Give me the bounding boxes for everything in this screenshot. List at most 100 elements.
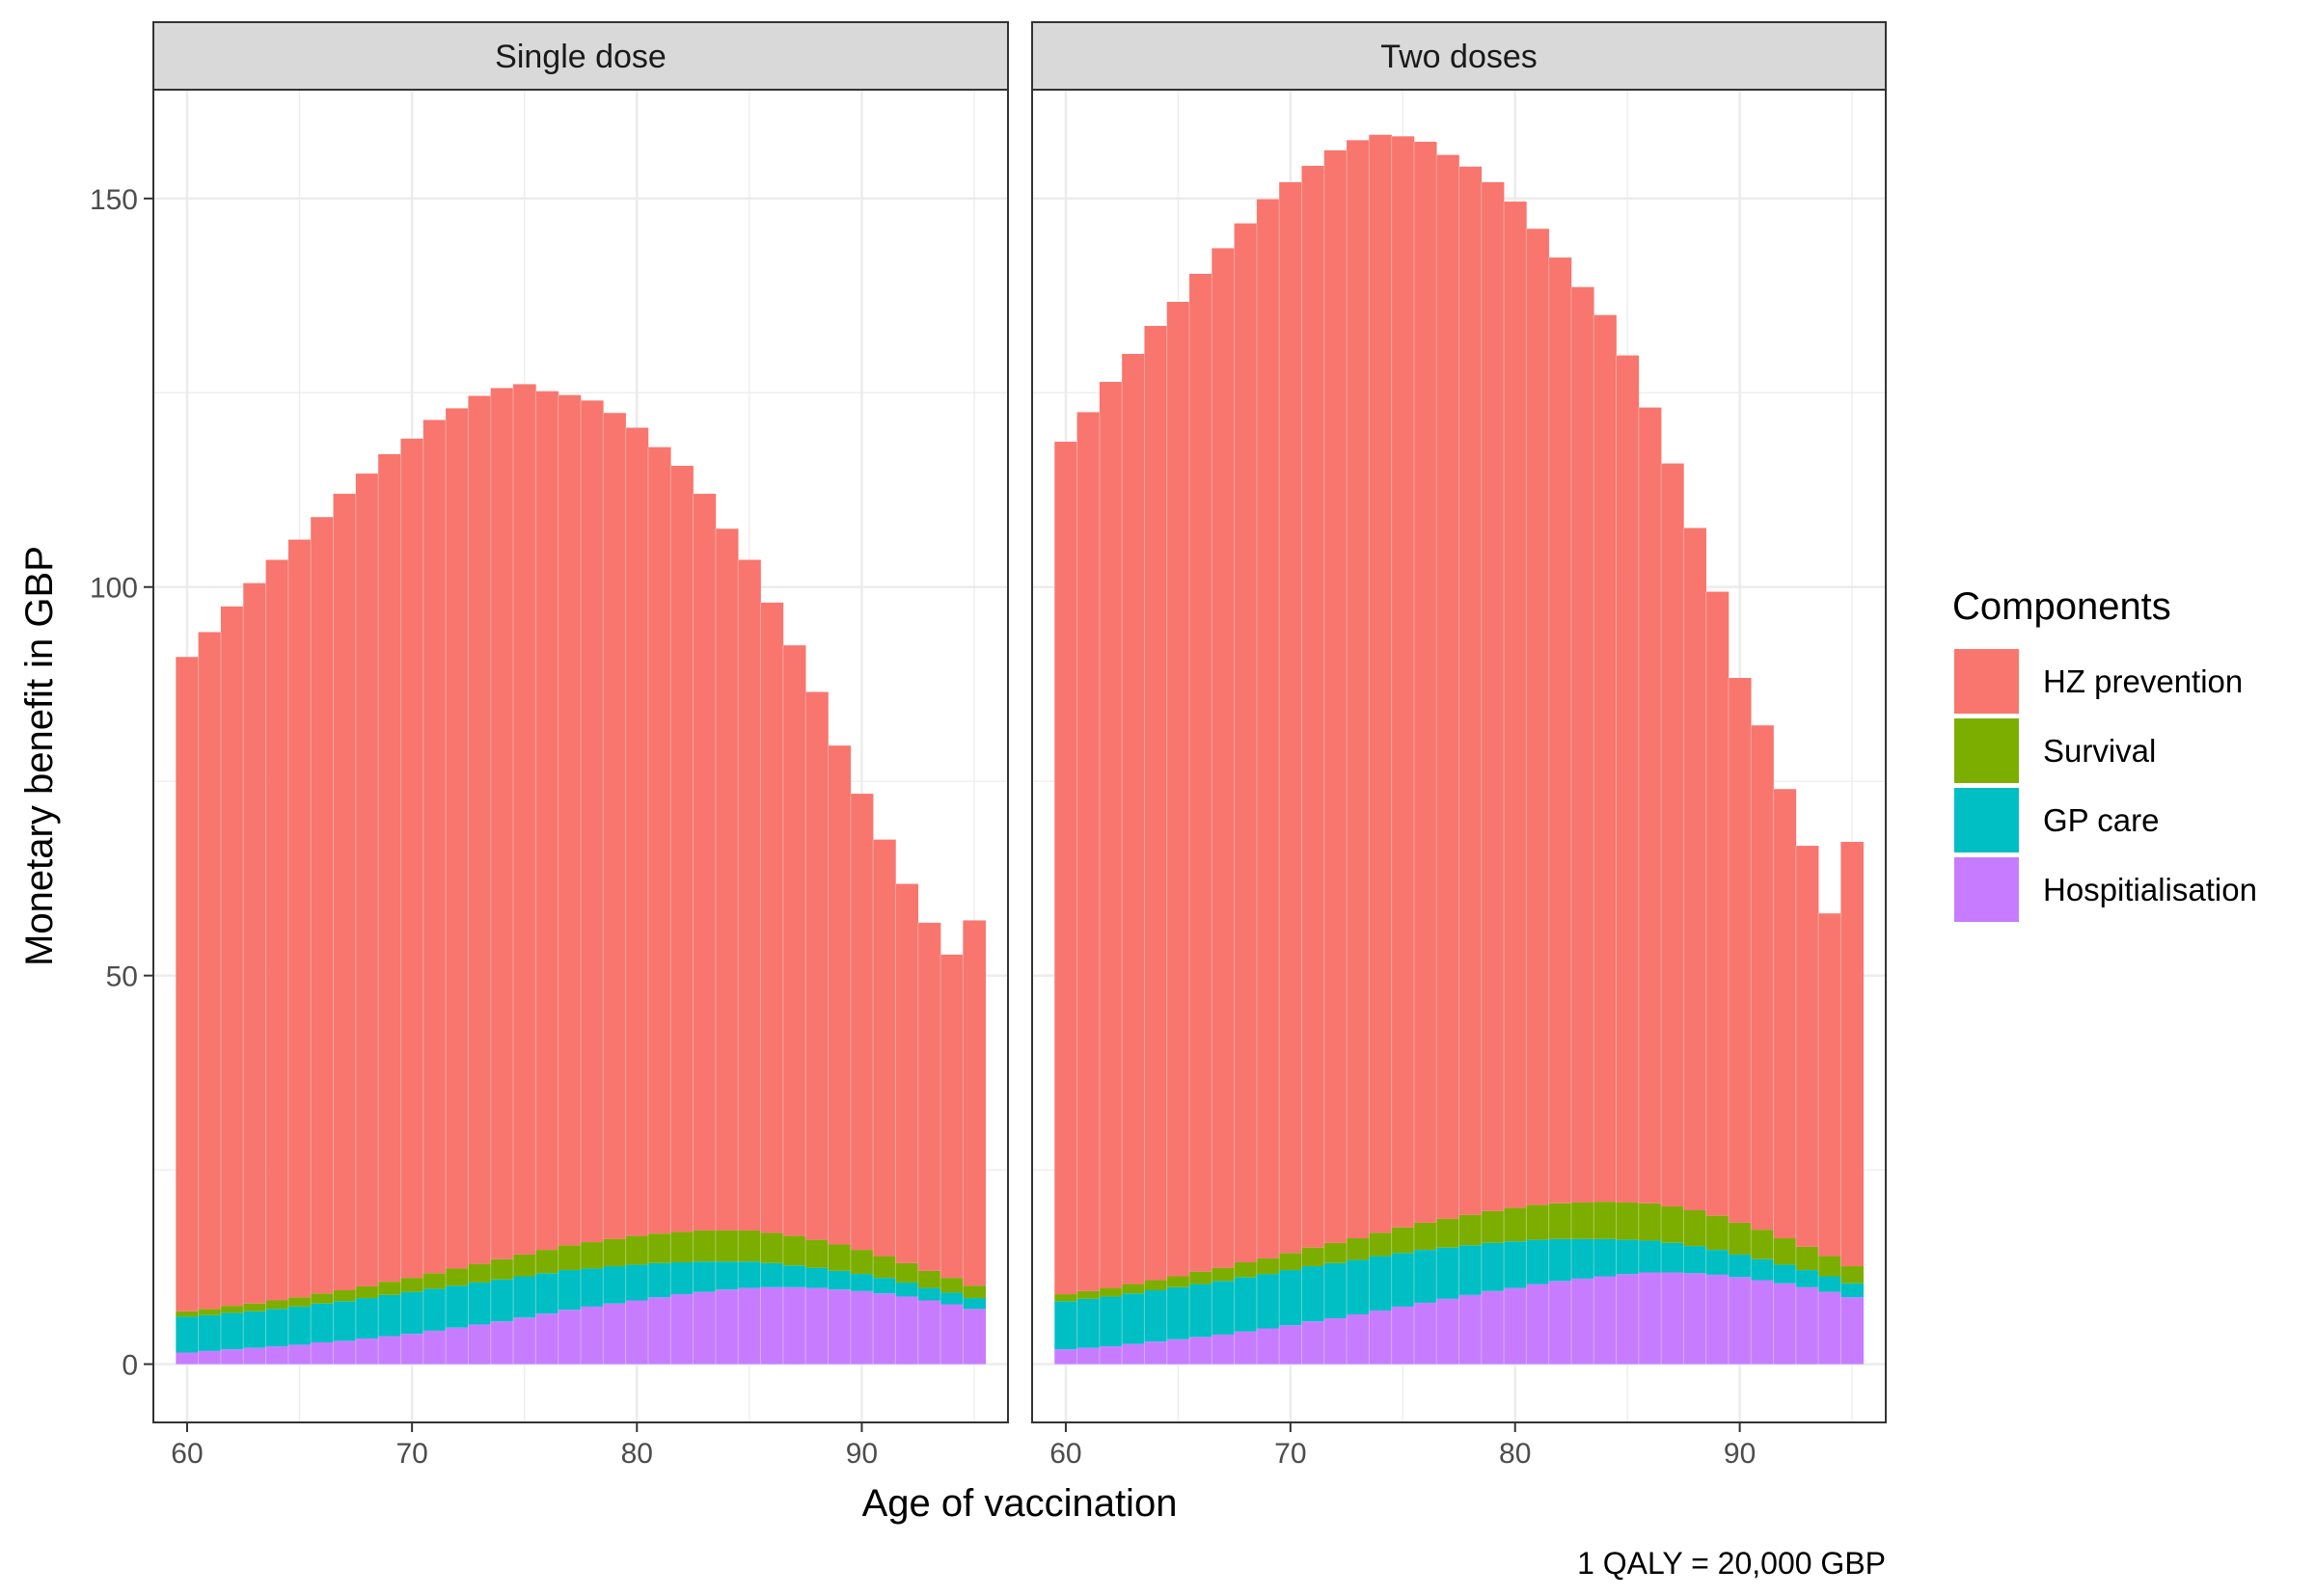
bar-hz-prevention-age-61 [1076, 412, 1101, 1291]
bar-gp-care-age-68 [355, 1298, 379, 1339]
bar-survival-age-82 [1548, 1203, 1572, 1239]
bar-survival-age-88 [1683, 1210, 1706, 1247]
bar-gp-care-age-66 [1189, 1284, 1212, 1338]
bar-survival-age-83 [693, 1230, 717, 1262]
bar-hz-prevention-age-64 [265, 559, 289, 1301]
bar-hz-prevention-age-68 [1234, 223, 1258, 1263]
bar-survival-age-71 [422, 1273, 447, 1289]
x-axis-title: Age of vaccination [862, 1482, 1178, 1525]
bar-hz-prevention-age-70 [400, 438, 424, 1279]
bar-gp-care-age-87 [782, 1265, 806, 1287]
facet-strip [1031, 21, 1887, 91]
bar-gp-care-age-90 [1728, 1254, 1752, 1278]
bar-survival-age-80 [1504, 1207, 1527, 1242]
bar-survival-age-68 [1234, 1262, 1258, 1278]
bar-survival-age-90 [850, 1250, 874, 1275]
legend-key-survival [1954, 718, 2019, 783]
bar-gp-care-age-69 [1256, 1274, 1280, 1329]
bar-hz-prevention-age-71 [422, 419, 447, 1274]
bar-gp-care-age-89 [828, 1270, 852, 1290]
bar-gp-care-age-80 [625, 1264, 649, 1301]
bar-gp-care-age-62 [1099, 1296, 1123, 1347]
bar-hospitialisation-age-62 [1099, 1346, 1123, 1365]
chart-caption: 1 QALY = 20,000 GBP [1577, 1546, 1886, 1581]
bar-survival-age-77 [1436, 1218, 1459, 1248]
bar-hz-prevention-age-70 [1279, 181, 1302, 1254]
y-tick-label: 100 [90, 573, 138, 605]
bar-gp-care-age-86 [760, 1262, 784, 1287]
bar-survival-age-69 [378, 1282, 401, 1295]
bar-hospitialisation-age-79 [1481, 1290, 1505, 1365]
bar-survival-age-91 [873, 1256, 896, 1279]
bar-survival-age-84 [1593, 1202, 1617, 1239]
bar-gp-care-age-76 [535, 1273, 558, 1314]
bar-gp-care-age-75 [513, 1276, 536, 1318]
bar-gp-care-age-89 [1705, 1250, 1729, 1275]
bar-hospitialisation-age-78 [581, 1306, 604, 1365]
bar-gp-care-age-72 [1323, 1262, 1348, 1319]
bar-hospitialisation-age-90 [850, 1290, 874, 1365]
bar-hospitialisation-age-95 [1840, 1297, 1865, 1365]
bar-survival-age-65 [287, 1297, 312, 1307]
bar-hz-prevention-age-88 [805, 691, 829, 1240]
bar-hospitialisation-age-91 [1751, 1280, 1774, 1365]
bar-survival-age-66 [311, 1293, 334, 1304]
bar-gp-care-age-84 [1593, 1238, 1617, 1277]
bar-survival-age-83 [1570, 1202, 1594, 1239]
bar-gp-care-age-61 [1076, 1298, 1101, 1348]
bar-hz-prevention-age-67 [1212, 248, 1235, 1268]
bar-gp-care-age-60 [176, 1316, 199, 1353]
bar-gp-care-age-92 [895, 1282, 919, 1297]
bar-gp-care-age-93 [917, 1287, 941, 1301]
bar-survival-age-79 [1481, 1210, 1505, 1243]
bar-hospitialisation-age-60 [1054, 1349, 1077, 1365]
bar-hz-prevention-age-67 [333, 494, 357, 1291]
bar-survival-age-60 [176, 1311, 199, 1317]
y-axis-title: Monetary benefit in GBP [18, 546, 61, 966]
bar-survival-age-82 [670, 1231, 694, 1262]
bar-hz-prevention-age-76 [535, 391, 558, 1251]
bar-survival-age-88 [805, 1239, 829, 1268]
panel-single-dose: Single dose 60 70 80 90 0 50 100 150 [90, 21, 1009, 1470]
bar-hz-prevention-age-72 [446, 408, 469, 1269]
bar-hz-prevention-age-89 [1705, 591, 1729, 1216]
bar-gp-care-age-84 [715, 1261, 739, 1290]
bar-survival-age-69 [1256, 1258, 1280, 1275]
bar-gp-care-age-74 [1369, 1256, 1392, 1311]
bar-hospitialisation-age-79 [603, 1303, 626, 1365]
bar-hz-prevention-age-81 [647, 446, 671, 1234]
bar-hospitialisation-age-71 [422, 1330, 447, 1365]
bar-survival-age-73 [1347, 1238, 1370, 1260]
bar-hz-prevention-age-76 [1413, 141, 1437, 1223]
bar-gp-care-age-68 [1234, 1277, 1258, 1332]
bar-gp-care-age-79 [1481, 1242, 1505, 1291]
bar-survival-age-92 [1773, 1238, 1797, 1265]
bar-survival-age-66 [1189, 1271, 1212, 1285]
bar-hospitialisation-age-84 [715, 1289, 739, 1365]
x-tick-label: 60 [171, 1438, 203, 1470]
bar-gp-care-age-65 [1166, 1286, 1190, 1339]
legend-label: Survival [2043, 733, 2156, 769]
bar-hz-prevention-age-65 [287, 539, 312, 1298]
bar-gp-care-age-93 [1795, 1270, 1819, 1287]
bar-gp-care-age-71 [422, 1288, 447, 1331]
bar-hospitialisation-age-92 [895, 1296, 919, 1365]
bar-hz-prevention-age-77 [558, 394, 582, 1246]
bar-hospitialisation-age-73 [1347, 1313, 1370, 1365]
bar-survival-age-76 [1413, 1222, 1437, 1251]
bar-hz-prevention-age-77 [1436, 154, 1459, 1219]
bar-hospitialisation-age-65 [287, 1344, 312, 1365]
bar-hospitialisation-age-92 [1773, 1283, 1797, 1365]
bar-hospitialisation-age-68 [1234, 1331, 1258, 1365]
bar-hospitialisation-age-75 [513, 1317, 536, 1365]
bar-hospitialisation-age-86 [760, 1286, 784, 1365]
bar-hz-prevention-age-61 [198, 632, 222, 1310]
facet-strip-label: Single dose [495, 39, 667, 75]
bar-hz-prevention-age-69 [378, 453, 401, 1283]
bar-hz-prevention-age-85 [738, 559, 761, 1231]
bar-gp-care-age-75 [1391, 1253, 1415, 1307]
bar-hospitialisation-age-80 [625, 1300, 649, 1365]
y-tick-label: 50 [106, 961, 138, 993]
facet-strip [152, 21, 1009, 91]
bar-survival-age-95 [963, 1285, 986, 1299]
